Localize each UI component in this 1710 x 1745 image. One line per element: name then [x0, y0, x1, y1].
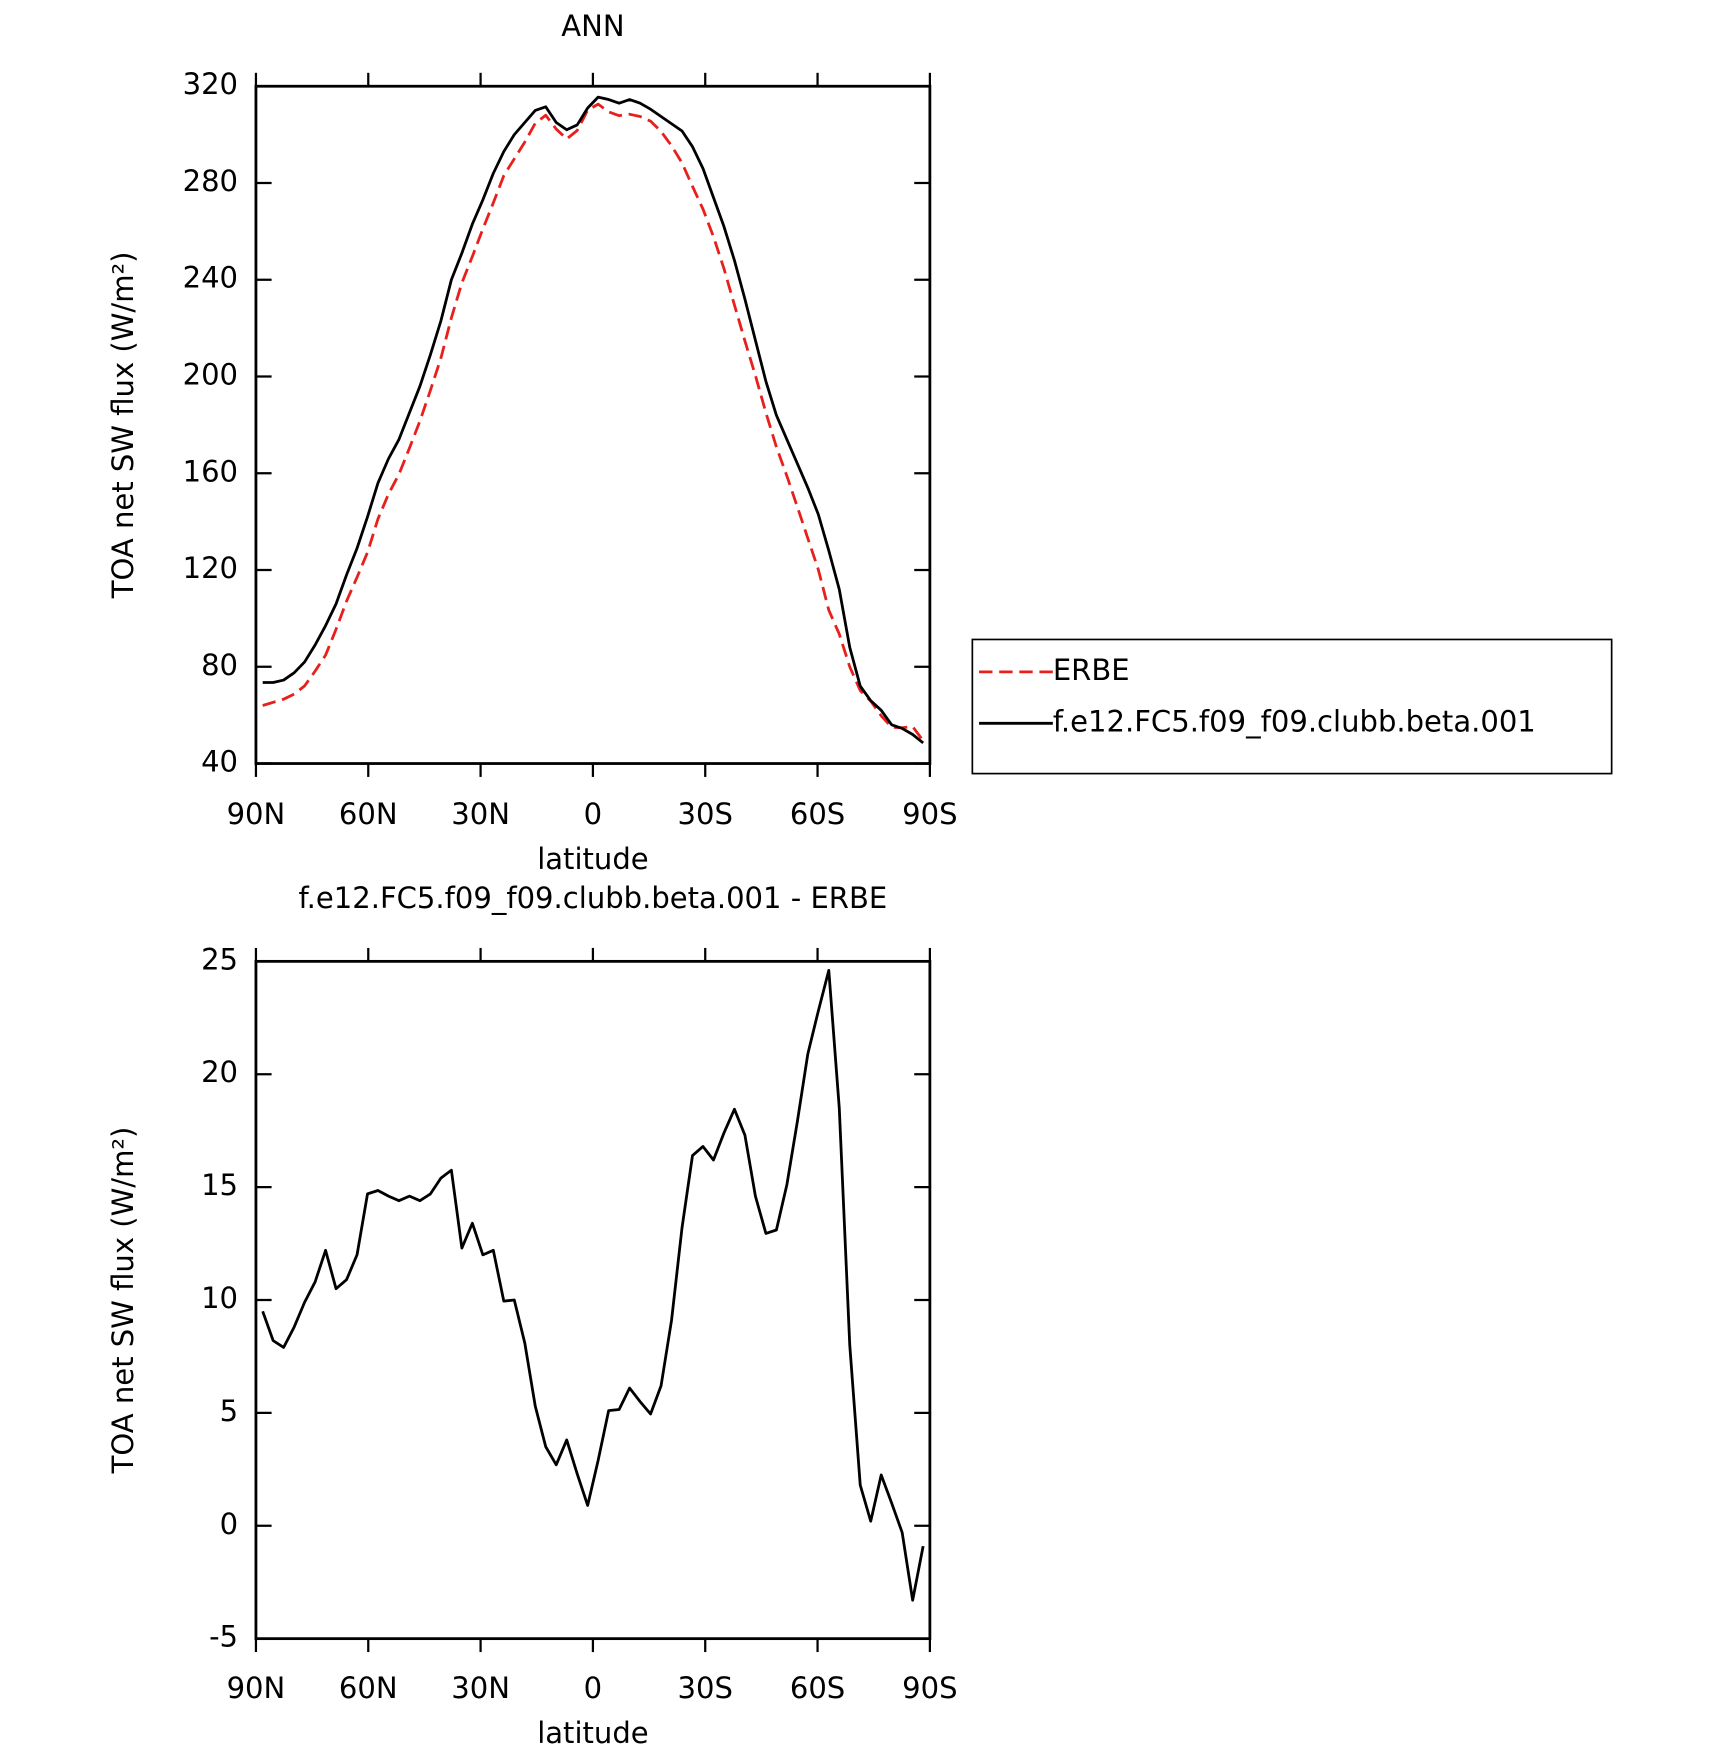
legend-box	[971, 638, 1613, 775]
x-tick-label: 60N	[339, 797, 398, 831]
y-tick-label: 10	[201, 1281, 238, 1315]
x-tick-label: 90N	[227, 1671, 286, 1705]
x-axis-label: latitude	[537, 842, 648, 876]
y-tick-label: 200	[183, 358, 238, 392]
x-tick-label: 60S	[790, 797, 845, 831]
y-tick-label: 40	[201, 745, 238, 779]
legend-label: f.e12.FC5.f09_f09.clubb.beta.001	[1053, 704, 1536, 738]
x-tick-label: 90S	[902, 1671, 957, 1705]
series-line	[262, 95, 925, 745]
y-tick-label: 0	[220, 1507, 238, 1541]
x-tick-label: 90N	[227, 797, 286, 831]
x-tick-label: 60N	[339, 1671, 398, 1705]
legend-label: ERBE	[1053, 653, 1130, 687]
y-tick-label: 80	[201, 648, 238, 682]
y-tick-label: 160	[183, 454, 238, 488]
y-tick-label: 5	[220, 1394, 238, 1428]
x-tick-label: 90S	[902, 797, 957, 831]
chart-title: ANN	[561, 9, 624, 43]
chart-title: f.e12.FC5.f09_f09.clubb.beta.001 - ERBE	[299, 881, 888, 915]
x-tick-label: 30N	[451, 1671, 510, 1705]
y-tick-label: 15	[201, 1168, 238, 1202]
series-line	[262, 102, 925, 742]
y-tick-label: 320	[183, 67, 238, 101]
y-tick-label: 25	[201, 942, 238, 976]
plot-frame	[254, 959, 932, 1641]
y-axis-label: TOA net SW flux (W/m²)	[106, 1127, 140, 1475]
y-tick-label: 20	[201, 1055, 238, 1089]
legend: ERBE f.e12.FC5.f09_f09.clubb.beta.001	[971, 638, 1613, 775]
x-tick-label: 30S	[678, 1671, 733, 1705]
x-tick-label: 60S	[790, 1671, 845, 1705]
x-tick-label: 30N	[451, 797, 510, 831]
y-tick-label: 240	[183, 261, 238, 295]
series-line	[261, 968, 925, 1602]
y-tick-label: -5	[209, 1620, 238, 1654]
x-tick-label: 0	[584, 797, 602, 831]
y-axis-label: TOA net SW flux (W/m²)	[106, 252, 140, 600]
plot-frame	[254, 84, 932, 765]
y-tick-label: 120	[183, 551, 238, 585]
x-tick-label: 30S	[678, 797, 733, 831]
x-axis-label: latitude	[537, 1716, 648, 1745]
x-tick-label: 0	[584, 1671, 602, 1705]
y-tick-label: 280	[183, 164, 238, 198]
